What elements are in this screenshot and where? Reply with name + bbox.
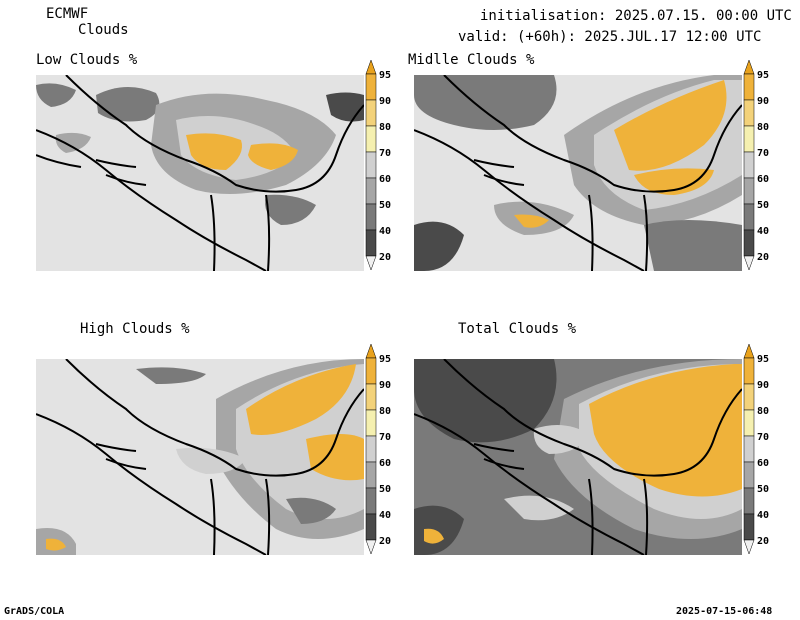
panel-title-high: High Clouds % xyxy=(80,321,190,337)
colorbar-tick-label: 60 xyxy=(379,174,391,185)
panel-title-total: Total Clouds % xyxy=(458,321,577,337)
colorbar-tick-label: 80 xyxy=(379,122,391,133)
colorbar-total: 95 90 80 70 60 50 40 20 xyxy=(742,342,782,578)
colorbar-segment xyxy=(743,383,755,411)
colorbar-min-arrow xyxy=(365,255,377,271)
colorbar-max-arrow xyxy=(743,59,755,75)
map-middle-clouds xyxy=(414,75,742,271)
colorbar-tick-label: 90 xyxy=(757,96,769,107)
valid-time: valid: (+60h): 2025.JUL.17 12:00 UTC xyxy=(458,29,762,45)
colorbar-tick-label: 40 xyxy=(757,510,769,521)
colorbar-segment xyxy=(365,513,377,541)
colorbar-segment xyxy=(743,203,755,231)
colorbar-segment xyxy=(743,461,755,489)
init-time: initialisation: 2025.07.15. 00:00 UTC xyxy=(480,8,792,24)
model-label: ECMWF xyxy=(46,6,89,22)
colorbar-segment xyxy=(365,229,377,257)
colorbar-segment xyxy=(743,409,755,437)
colorbar-tick-label: 90 xyxy=(757,380,769,391)
colorbar-segment xyxy=(743,229,755,257)
colorbar-tick-label: 20 xyxy=(757,252,769,263)
colorbar-min-arrow xyxy=(743,255,755,271)
panel-title-low: Low Clouds % xyxy=(36,52,138,68)
colorbar-tick-label: 95 xyxy=(757,354,769,365)
colorbar-tick-label: 60 xyxy=(757,174,769,185)
colorbar-low: 95 90 80 70 60 50 40 20 xyxy=(364,58,404,294)
colorbar-segment xyxy=(743,513,755,541)
colorbar-segment xyxy=(365,487,377,515)
colorbar-segment xyxy=(743,177,755,205)
colorbar-tick-label: 50 xyxy=(379,484,391,495)
colorbar-high: 95 90 80 70 60 50 40 20 xyxy=(364,342,404,578)
colorbar-segment xyxy=(743,357,755,385)
colorbar-segment xyxy=(365,383,377,411)
colorbar-tick-label: 20 xyxy=(757,536,769,547)
colorbar-segment xyxy=(743,151,755,179)
colorbar-max-arrow xyxy=(743,343,755,359)
colorbar-segment xyxy=(365,73,377,101)
colorbar-segment xyxy=(365,357,377,385)
colorbar-segment xyxy=(365,99,377,127)
colorbar-tick-label: 80 xyxy=(757,122,769,133)
colorbar-segment xyxy=(365,461,377,489)
colorbar-tick-label: 70 xyxy=(757,148,769,159)
colorbar-tick-label: 40 xyxy=(379,226,391,237)
colorbar-segment xyxy=(743,73,755,101)
map-low-clouds xyxy=(36,75,364,271)
field-label: Clouds xyxy=(78,22,129,38)
colorbar-segment xyxy=(743,435,755,463)
colorbar-segment xyxy=(365,203,377,231)
colorbar-min-arrow xyxy=(365,539,377,555)
colorbar-tick-label: 60 xyxy=(757,458,769,469)
colorbar-tick-label: 60 xyxy=(379,458,391,469)
colorbar-tick-label: 70 xyxy=(757,432,769,443)
colorbar-segment xyxy=(365,151,377,179)
colorbar-tick-label: 80 xyxy=(757,406,769,417)
colorbar-min-arrow xyxy=(743,539,755,555)
map-total-clouds xyxy=(414,359,742,555)
colorbar-tick-label: 95 xyxy=(379,354,391,365)
colorbar-segment xyxy=(743,99,755,127)
colorbar-tick-label: 70 xyxy=(379,148,391,159)
map-high-clouds xyxy=(36,359,364,555)
colorbar-tick-label: 20 xyxy=(379,536,391,547)
colorbar-tick-label: 50 xyxy=(757,200,769,211)
colorbar-max-arrow xyxy=(365,59,377,75)
colorbar-segment xyxy=(743,125,755,153)
colorbar-max-arrow xyxy=(365,343,377,359)
colorbar-segment xyxy=(365,177,377,205)
colorbar-segment xyxy=(365,435,377,463)
colorbar-middle: 95 90 80 70 60 50 40 20 xyxy=(742,58,782,294)
colorbar-tick-label: 40 xyxy=(379,510,391,521)
colorbar-segment xyxy=(743,487,755,515)
colorbar-tick-label: 50 xyxy=(379,200,391,211)
panel-title-middle: Midlle Clouds % xyxy=(408,52,535,68)
colorbar-tick-label: 95 xyxy=(757,70,769,81)
colorbar-tick-label: 90 xyxy=(379,96,391,107)
colorbar-tick-label: 90 xyxy=(379,380,391,391)
colorbar-tick-label: 20 xyxy=(379,252,391,263)
footer-credit: GrADS/COLA xyxy=(4,606,65,617)
colorbar-tick-label: 70 xyxy=(379,432,391,443)
footer-timestamp: 2025-07-15-06:48 xyxy=(676,606,773,617)
colorbar-tick-label: 40 xyxy=(757,226,769,237)
colorbar-segment xyxy=(365,409,377,437)
colorbar-segment xyxy=(365,125,377,153)
colorbar-tick-label: 50 xyxy=(757,484,769,495)
colorbar-tick-label: 95 xyxy=(379,70,391,81)
colorbar-tick-label: 80 xyxy=(379,406,391,417)
